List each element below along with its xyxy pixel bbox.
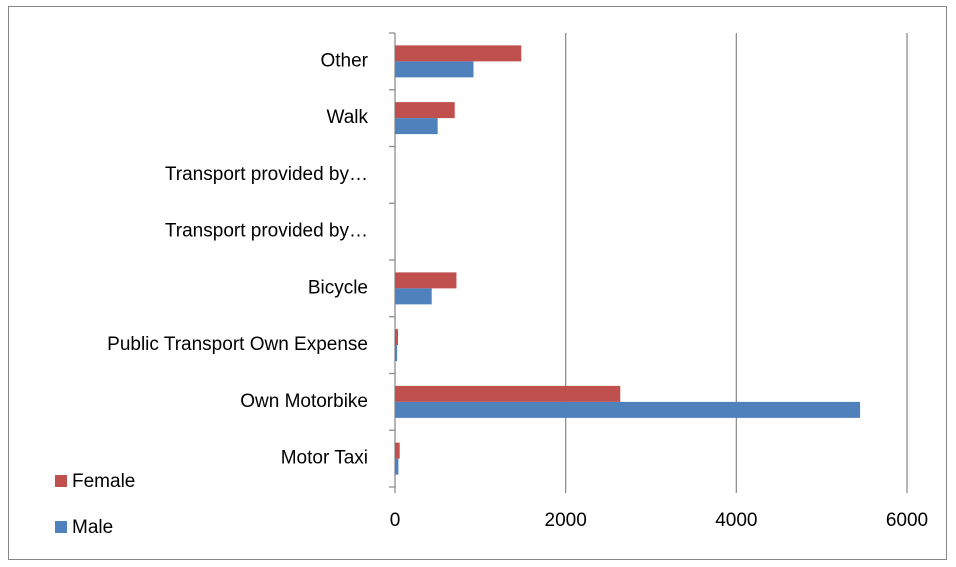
bar: [395, 329, 398, 346]
bar: [395, 45, 522, 62]
y-tick-label: Own Motorbike: [240, 391, 368, 412]
legend-swatch: [55, 521, 67, 533]
bar: [395, 345, 398, 362]
bar: [395, 272, 457, 289]
x-tick-label: 2000: [545, 510, 587, 531]
x-tick-label: 6000: [886, 510, 928, 531]
y-tick-label: Public Transport Own Expense: [107, 334, 368, 355]
x-tick-label: 4000: [715, 510, 757, 531]
y-tick-label: Transport provided by…: [165, 221, 368, 242]
x-tick-label: 0: [390, 510, 401, 531]
legend-label: Male: [72, 517, 113, 538]
chart-border: [8, 6, 947, 560]
bar: [395, 61, 474, 78]
y-tick-label: Other: [320, 50, 368, 71]
bar: [395, 458, 399, 475]
bar: [395, 102, 455, 119]
bar: [395, 401, 861, 418]
y-tick-label: Motor Taxi: [281, 448, 368, 469]
bar: [395, 118, 438, 135]
bar: [395, 385, 621, 402]
y-tick-label: Transport provided by…: [165, 164, 368, 185]
y-tick-label: Bicycle: [308, 277, 368, 298]
bar: [395, 288, 432, 305]
legend-swatch: [55, 475, 67, 487]
bar: [395, 442, 400, 459]
y-tick-label: Walk: [326, 107, 368, 128]
legend-label: Female: [72, 471, 135, 492]
